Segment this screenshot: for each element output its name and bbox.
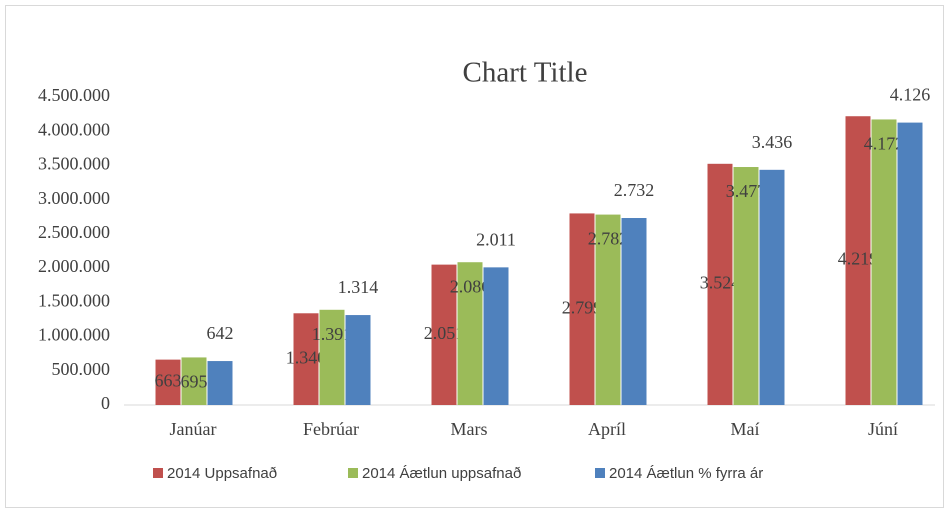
bar xyxy=(871,119,897,406)
data-label: 2.782 xyxy=(588,229,629,249)
data-label: 663 xyxy=(155,370,182,390)
data-label: 2.732 xyxy=(614,180,655,200)
y-tick-label: 4.500.000 xyxy=(38,85,110,105)
bar xyxy=(293,313,319,405)
data-label: 1.340 xyxy=(286,347,327,367)
bar xyxy=(181,357,207,405)
bar xyxy=(733,167,759,405)
data-label: 1.314 xyxy=(338,277,379,297)
x-tick-label: Janúar xyxy=(170,419,217,439)
x-tick-label: Febrúar xyxy=(303,419,359,439)
data-label: 3.436 xyxy=(752,132,793,152)
data-label: 3.524 xyxy=(700,273,741,293)
y-tick-label: 500.000 xyxy=(52,359,111,379)
bar xyxy=(155,359,181,405)
bar xyxy=(897,122,923,406)
bar xyxy=(707,163,733,405)
y-tick-label: 3.000.000 xyxy=(38,188,110,208)
y-tick-label: 0 xyxy=(101,393,110,413)
x-tick-label: Júní xyxy=(868,419,898,439)
legend-label: 2014 Áætlun % fyrra ár xyxy=(609,465,763,482)
bar xyxy=(845,116,871,406)
bar xyxy=(759,169,785,405)
data-label: 4.172 xyxy=(864,134,905,154)
data-label: 1.391 xyxy=(312,324,353,344)
data-label: 4.219 xyxy=(838,249,879,269)
x-tick-label: Apríl xyxy=(588,419,626,439)
bar xyxy=(483,267,509,405)
data-label: 2.799 xyxy=(562,297,603,317)
bar xyxy=(595,214,621,405)
bar xyxy=(431,264,457,405)
x-tick-label: Maí xyxy=(731,419,760,439)
y-tick-label: 2.500.000 xyxy=(38,222,110,242)
data-label: 2.086 xyxy=(450,276,491,296)
y-tick-label: 1.500.000 xyxy=(38,290,110,310)
x-tick-label: Mars xyxy=(451,419,488,439)
bar xyxy=(621,218,647,405)
chart-border xyxy=(5,5,944,508)
bar xyxy=(319,309,345,405)
bar xyxy=(207,361,233,405)
y-tick-label: 2.000.000 xyxy=(38,256,110,276)
y-tick-label: 1.000.000 xyxy=(38,325,110,345)
legend-swatch xyxy=(595,468,605,478)
legend-swatch xyxy=(153,468,163,478)
bar xyxy=(569,213,595,405)
bar xyxy=(345,315,371,405)
y-tick-label: 4.000.000 xyxy=(38,119,110,139)
data-label: 695 xyxy=(181,372,208,392)
bar xyxy=(457,262,483,405)
chart-title: Chart Title xyxy=(463,57,588,89)
legend-label: 2014 Uppsafnað xyxy=(167,465,277,482)
y-tick-label: 3.500.000 xyxy=(38,154,110,174)
data-label: 4.126 xyxy=(890,85,931,105)
legend-label: 2014 Áætlun uppsafnað xyxy=(362,465,521,482)
data-label: 2.051 xyxy=(424,323,465,343)
data-label: 2.011 xyxy=(476,229,516,249)
legend-swatch xyxy=(348,468,358,478)
data-label: 642 xyxy=(207,323,234,343)
data-label: 3.477 xyxy=(726,181,767,201)
